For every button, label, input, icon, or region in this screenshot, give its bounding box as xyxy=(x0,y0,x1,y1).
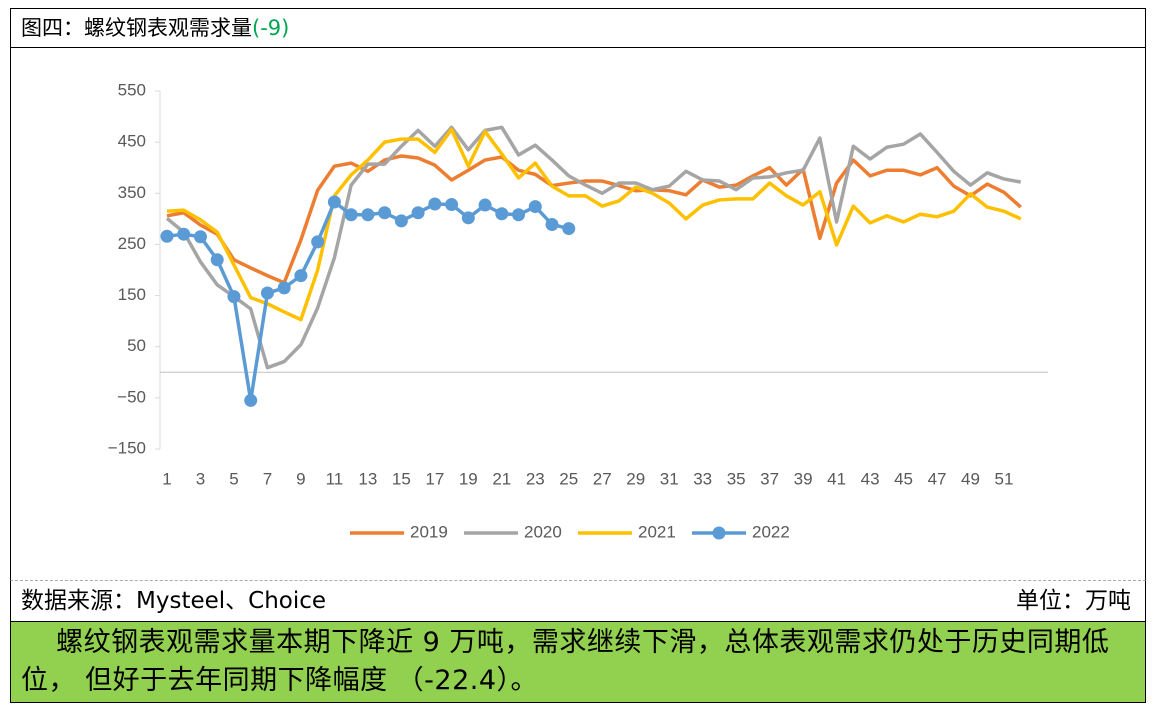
marker xyxy=(428,197,442,211)
x-tick-label: 5 xyxy=(229,469,238,488)
note: 螺纹钢表观需求量本期下降近 9 万吨，需求继续下滑，总体表观需求仍处于历史同期低… xyxy=(10,621,1146,703)
legend-label: 2019 xyxy=(410,522,448,541)
y-tick-label: 450 xyxy=(118,132,146,151)
series-line xyxy=(165,125,1022,370)
marker xyxy=(512,208,526,222)
x-tick-label: 43 xyxy=(861,469,880,488)
title: 图四：螺纹钢表观需求量 xyxy=(21,16,252,40)
x-tick-label: 35 xyxy=(727,469,746,488)
legend-label: 2022 xyxy=(752,522,790,541)
marker xyxy=(528,200,542,214)
marker xyxy=(227,290,241,304)
marker xyxy=(193,230,207,244)
marker xyxy=(545,217,559,231)
x-tick-label: 29 xyxy=(626,469,645,488)
marker xyxy=(294,269,308,283)
header: 图四：螺纹钢表观需求量(-9) xyxy=(10,8,1146,48)
unit: 单位：万吨 xyxy=(1016,588,1131,614)
x-tick-label: 45 xyxy=(894,469,913,488)
marker xyxy=(260,286,274,300)
x-tick-label: 37 xyxy=(760,469,779,488)
y-tick-label: 550 xyxy=(118,80,146,99)
x-tick-label: 51 xyxy=(995,469,1014,488)
marker xyxy=(160,229,174,243)
x-tick-label: 13 xyxy=(358,469,377,488)
marker xyxy=(495,207,509,221)
x-tick-label: 21 xyxy=(492,469,511,488)
legend-label: 2021 xyxy=(638,522,676,541)
legend-label: 2020 xyxy=(524,522,562,541)
marker xyxy=(210,253,224,267)
marker xyxy=(311,235,325,249)
x-tick-label: 39 xyxy=(794,469,813,488)
x-tick-label: 15 xyxy=(392,469,411,488)
marker xyxy=(277,281,291,295)
y-tick-label: 250 xyxy=(118,234,146,253)
x-tick-label: 11 xyxy=(326,469,344,488)
x-tick-label: 17 xyxy=(425,469,444,488)
y-tick-label: 350 xyxy=(118,183,146,202)
marker xyxy=(327,195,341,209)
legend-marker xyxy=(712,526,726,540)
marker xyxy=(461,211,475,225)
marker xyxy=(344,208,358,222)
x-tick-label: 31 xyxy=(660,469,679,488)
x-tick-label: 23 xyxy=(526,469,545,488)
x-tick-label: 49 xyxy=(961,469,980,488)
y-tick-label: −150 xyxy=(108,438,146,457)
x-tick-label: 27 xyxy=(593,469,612,488)
marker xyxy=(177,227,191,241)
x-tick-label: 1 xyxy=(162,469,171,488)
chart-frame xyxy=(10,47,1146,581)
series-line xyxy=(166,154,1022,285)
marker xyxy=(411,206,425,220)
x-tick-label: 33 xyxy=(693,469,712,488)
y-tick-label: −50 xyxy=(117,387,146,406)
source: 数据来源：Mysteel、Choice xyxy=(21,588,327,614)
series-line xyxy=(166,127,1022,322)
marker xyxy=(361,208,375,222)
marker xyxy=(445,198,459,212)
x-tick-label: 47 xyxy=(928,469,947,488)
x-tick-label: 3 xyxy=(196,469,205,488)
marker xyxy=(394,214,408,228)
marker xyxy=(562,222,576,236)
marker xyxy=(378,206,392,220)
x-tick-label: 7 xyxy=(263,469,272,488)
y-tick-label: 50 xyxy=(127,336,146,355)
marker xyxy=(478,198,492,212)
x-tick-label: 25 xyxy=(559,469,578,488)
x-tick-label: 9 xyxy=(296,469,305,488)
footer: 数据来源：Mysteel、Choice 单位：万吨 xyxy=(10,581,1146,621)
y-tick-label: 150 xyxy=(118,285,146,304)
title-change: (-9) xyxy=(252,16,290,40)
x-tick-label: 19 xyxy=(459,469,478,488)
x-tick-label: 41 xyxy=(827,469,846,488)
marker xyxy=(244,393,258,407)
